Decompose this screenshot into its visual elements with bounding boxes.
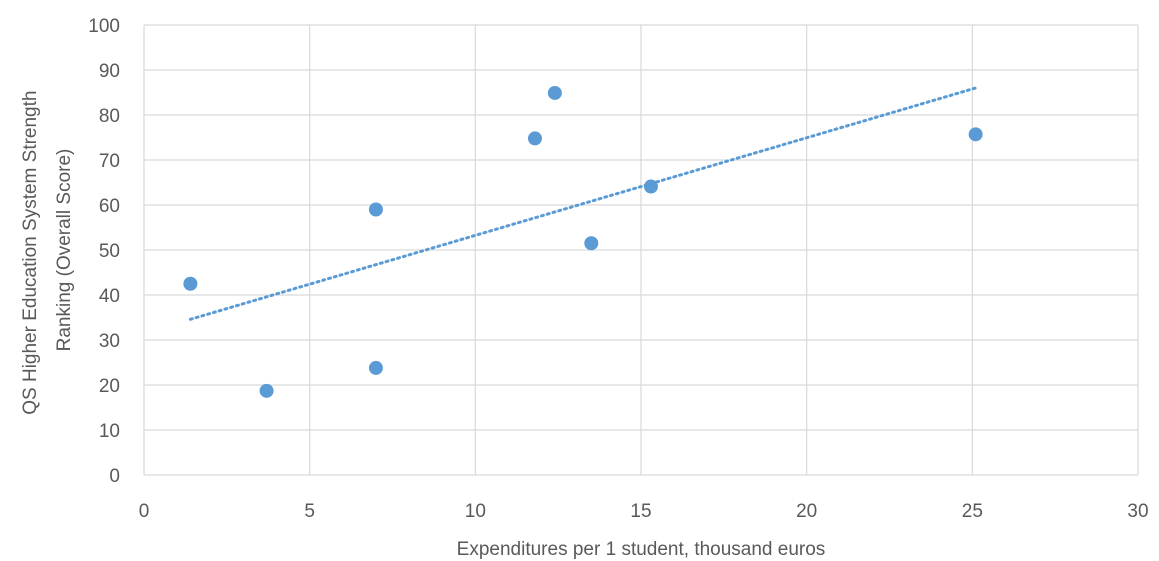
x-tick-label: 5 [304, 501, 315, 522]
data-point [259, 383, 274, 398]
x-axis-ticks: 0 5 10 15 20 25 30 [139, 501, 1149, 522]
y-tick-label: 40 [99, 286, 120, 307]
x-axis-title: Expenditures per 1 student, thousand eur… [457, 539, 826, 560]
y-tick-label: 80 [99, 106, 120, 127]
y-tick-label: 60 [99, 196, 120, 217]
data-point [584, 236, 599, 251]
y-tick-label: 20 [99, 376, 120, 397]
y-axis-ticks: 0 10 20 30 40 50 60 70 80 90 100 [88, 16, 120, 487]
data-point [968, 127, 983, 142]
data-point [643, 179, 658, 194]
y-tick-label: 70 [99, 151, 120, 172]
x-tick-label: 15 [630, 501, 651, 522]
grid-lines [143, 24, 1139, 476]
data-point [547, 85, 562, 100]
data-points [183, 85, 983, 398]
y-tick-label: 30 [99, 331, 120, 352]
y-axis-title-line-1: QS Higher Education System Strength [20, 91, 41, 415]
x-tick-label: 10 [465, 501, 486, 522]
data-point [527, 131, 542, 146]
trendline [188, 86, 978, 321]
data-point [368, 360, 383, 375]
y-tick-label: 50 [99, 241, 120, 262]
trendline-group [188, 86, 978, 321]
y-axis-title: QS Higher Education System Strength Rank… [20, 85, 75, 415]
data-point [368, 202, 383, 217]
y-tick-label: 100 [88, 16, 120, 37]
data-point [183, 276, 198, 291]
y-axis-title-line-2: Ranking (Overall Score) [54, 149, 75, 352]
x-tick-label: 0 [139, 501, 150, 522]
x-tick-label: 20 [796, 501, 817, 522]
y-tick-label: 90 [99, 61, 120, 82]
y-tick-label: 0 [109, 466, 120, 487]
x-tick-label: 25 [962, 501, 983, 522]
x-tick-label: 30 [1127, 501, 1148, 522]
y-tick-label: 10 [99, 421, 120, 442]
